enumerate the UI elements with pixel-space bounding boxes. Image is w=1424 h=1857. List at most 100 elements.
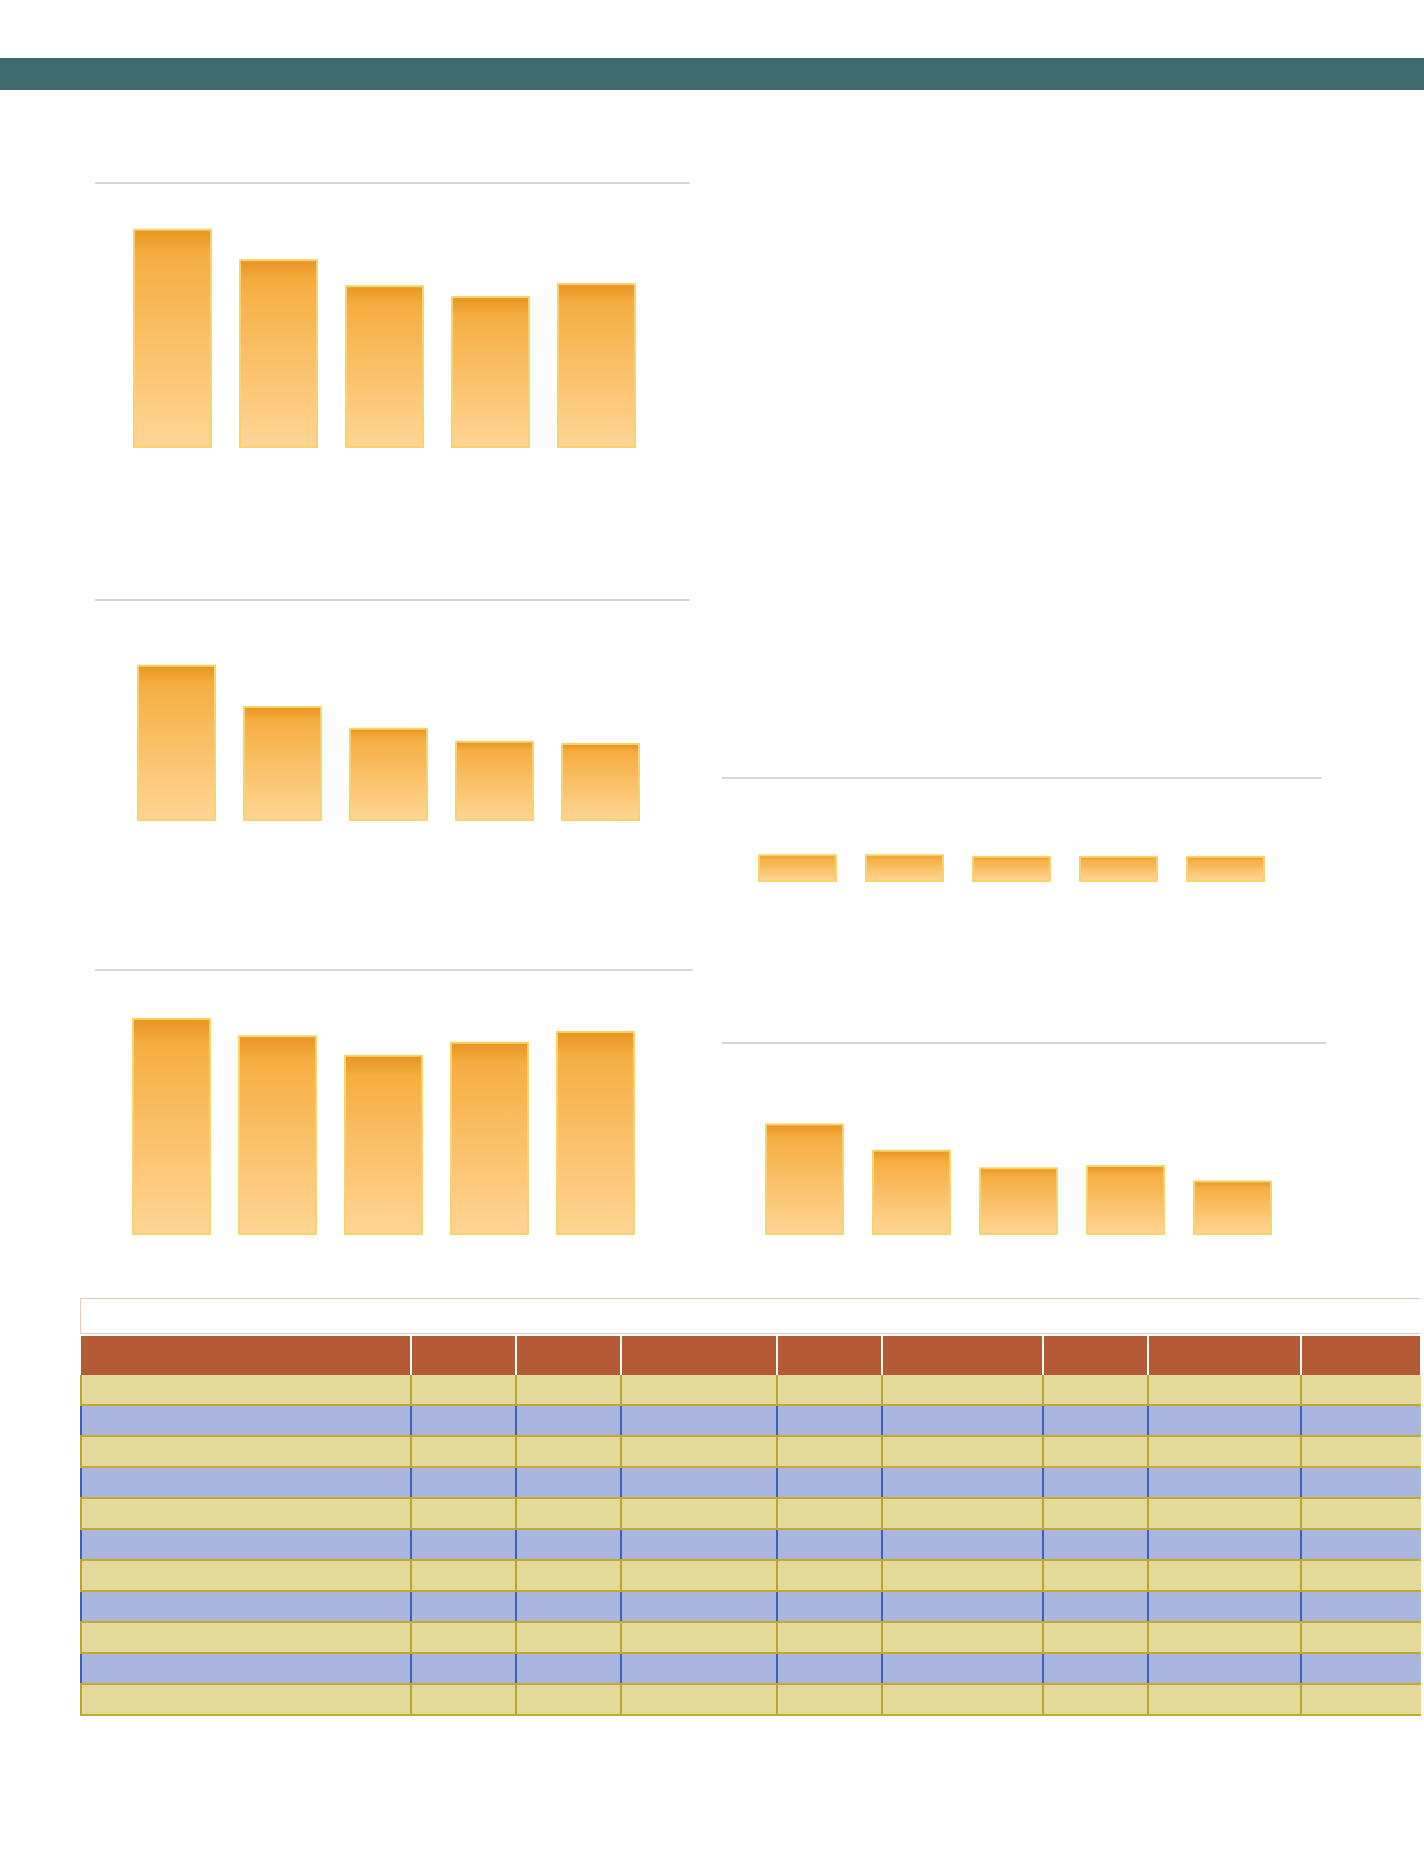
table-cell bbox=[776, 1653, 882, 1685]
column-header bbox=[621, 1336, 778, 1375]
table-cell bbox=[1300, 1591, 1421, 1623]
table-cell bbox=[1147, 1436, 1301, 1468]
table-cell bbox=[1300, 1405, 1421, 1437]
table-cell bbox=[410, 1467, 516, 1499]
bar bbox=[1079, 855, 1158, 883]
bar bbox=[1193, 1180, 1272, 1236]
bar bbox=[451, 296, 530, 448]
table-cell bbox=[881, 1375, 1043, 1406]
bar bbox=[238, 1035, 317, 1236]
table-cell bbox=[620, 1529, 777, 1561]
column-header bbox=[411, 1336, 517, 1375]
table-cell bbox=[80, 1591, 411, 1623]
table-cell bbox=[1042, 1560, 1148, 1592]
table-cell bbox=[620, 1591, 777, 1623]
bar bbox=[1186, 855, 1265, 883]
table-cell bbox=[881, 1405, 1043, 1437]
header-band bbox=[0, 58, 1424, 90]
table-cell bbox=[80, 1529, 411, 1561]
bar bbox=[239, 259, 318, 448]
table-cell bbox=[1147, 1498, 1301, 1530]
table-cell bbox=[515, 1529, 621, 1561]
bar bbox=[556, 1030, 635, 1236]
table-cell bbox=[80, 1436, 411, 1468]
table-cell bbox=[881, 1436, 1043, 1468]
table-cell bbox=[620, 1498, 777, 1530]
chart-left-top bbox=[95, 182, 690, 448]
chart-right-bottom bbox=[722, 1042, 1326, 1236]
table-cell bbox=[620, 1653, 777, 1685]
table-cell bbox=[1147, 1684, 1301, 1716]
table-cell bbox=[515, 1591, 621, 1623]
table-cell bbox=[1300, 1622, 1421, 1654]
table-row bbox=[80, 1684, 1421, 1716]
table-cell bbox=[881, 1622, 1043, 1654]
column-header bbox=[1301, 1336, 1422, 1375]
bar bbox=[349, 727, 428, 822]
table-cell bbox=[410, 1560, 516, 1592]
table-cell bbox=[1042, 1375, 1148, 1406]
table-cell bbox=[881, 1560, 1043, 1592]
column-header bbox=[81, 1336, 412, 1375]
table-cell bbox=[515, 1622, 621, 1654]
column-header bbox=[1148, 1336, 1302, 1375]
table-cell bbox=[515, 1653, 621, 1685]
table-cell bbox=[1300, 1436, 1421, 1468]
table-cell bbox=[1042, 1405, 1148, 1437]
bar bbox=[137, 664, 216, 822]
table-cell bbox=[515, 1405, 621, 1437]
table-cell bbox=[1147, 1467, 1301, 1499]
table-cell bbox=[80, 1375, 411, 1406]
table-title-bar bbox=[80, 1298, 1420, 1334]
table-cell bbox=[410, 1529, 516, 1561]
table-cell bbox=[881, 1498, 1043, 1530]
table-cell bbox=[776, 1560, 882, 1592]
bar bbox=[758, 854, 837, 882]
table-cell bbox=[515, 1498, 621, 1530]
table-cell bbox=[620, 1375, 777, 1406]
table-row bbox=[80, 1529, 1421, 1561]
bar bbox=[243, 706, 322, 822]
table-row bbox=[80, 1498, 1421, 1530]
table-cell bbox=[80, 1498, 411, 1530]
table-cell bbox=[410, 1684, 516, 1716]
table-row bbox=[80, 1653, 1421, 1685]
table-cell bbox=[515, 1436, 621, 1468]
chart-left-middle bbox=[95, 599, 690, 822]
bar bbox=[345, 285, 424, 448]
table-cell bbox=[1300, 1684, 1421, 1716]
table-cell bbox=[1300, 1498, 1421, 1530]
table-cell bbox=[776, 1498, 882, 1530]
table-cell bbox=[1147, 1591, 1301, 1623]
bar bbox=[450, 1041, 529, 1236]
column-header bbox=[882, 1336, 1044, 1375]
column-header bbox=[777, 1336, 883, 1375]
table-cell bbox=[620, 1622, 777, 1654]
table-cell bbox=[515, 1684, 621, 1716]
table-row bbox=[80, 1467, 1421, 1499]
table-cell bbox=[776, 1405, 882, 1437]
table-cell bbox=[410, 1375, 516, 1406]
bar bbox=[972, 855, 1051, 883]
table-cell bbox=[80, 1653, 411, 1685]
table-cell bbox=[776, 1375, 882, 1406]
table-cell bbox=[881, 1467, 1043, 1499]
table-cell bbox=[515, 1375, 621, 1406]
bar bbox=[344, 1054, 423, 1235]
table-cell bbox=[410, 1653, 516, 1685]
table-cell bbox=[515, 1560, 621, 1592]
table-cell bbox=[1147, 1375, 1301, 1406]
table-cell bbox=[620, 1436, 777, 1468]
table-cell bbox=[881, 1653, 1043, 1685]
table-cell bbox=[881, 1529, 1043, 1561]
bar bbox=[765, 1123, 844, 1236]
table-cell bbox=[776, 1591, 882, 1623]
table-cell bbox=[1042, 1591, 1148, 1623]
chart-right-top bbox=[722, 777, 1322, 883]
table-body bbox=[80, 1375, 1421, 1716]
table-cell bbox=[1042, 1684, 1148, 1716]
table-cell bbox=[1042, 1436, 1148, 1468]
table-cell bbox=[776, 1467, 882, 1499]
table-cell bbox=[1300, 1467, 1421, 1499]
bar bbox=[133, 228, 212, 448]
